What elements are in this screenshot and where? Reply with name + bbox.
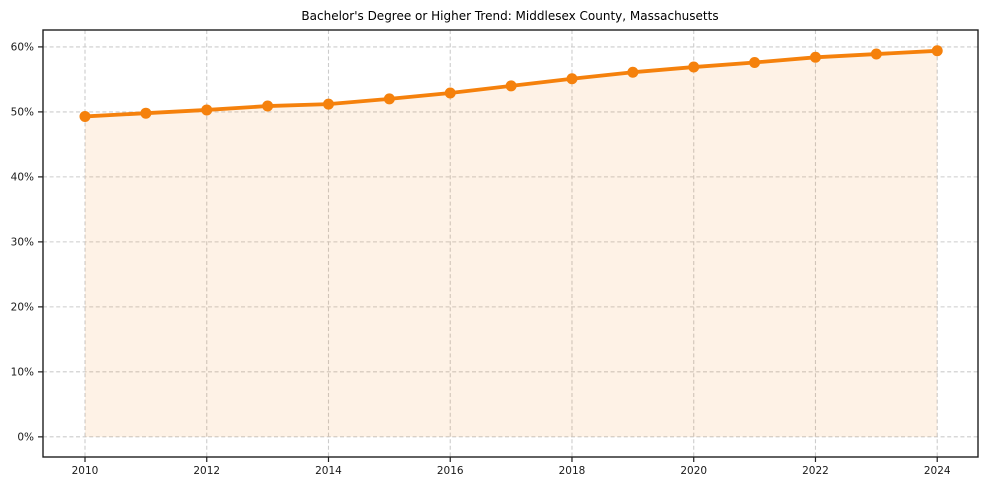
y-tick-label: 50% — [11, 107, 34, 119]
x-tick-label: 2012 — [193, 465, 220, 477]
data-point-2012 — [201, 104, 213, 116]
y-tick-label: 10% — [11, 367, 34, 379]
gridlines — [43, 30, 978, 457]
chart-title: Bachelor's Degree or Higher Trend: Middl… — [301, 9, 718, 23]
data-point-2015 — [383, 93, 395, 105]
data-points-layer — [79, 45, 943, 122]
plot-border — [42, 29, 979, 458]
area-fill-layer — [85, 50, 938, 437]
y-axis: 0% 10% 20% 30% 40% 50% 60% — [11, 42, 43, 444]
x-tick-label: 2022 — [802, 465, 829, 477]
data-point-2022 — [809, 51, 821, 63]
data-point-2016 — [444, 87, 456, 99]
x-tick-label: 2018 — [559, 465, 586, 477]
y-tick-label: 20% — [11, 302, 34, 314]
area-fill — [85, 50, 938, 437]
y-tick-label: 60% — [11, 42, 34, 54]
data-point-2010 — [79, 110, 91, 122]
data-point-2024 — [931, 45, 943, 57]
y-tick-label: 0% — [17, 432, 34, 444]
x-tick-label: 2014 — [315, 465, 342, 477]
data-point-2021 — [749, 56, 761, 68]
data-point-2011 — [140, 107, 152, 119]
x-tick-label: 2024 — [924, 465, 951, 477]
y-tick-label: 30% — [11, 237, 34, 249]
data-point-2013 — [262, 100, 274, 112]
y-tick-label: 40% — [11, 172, 34, 184]
data-point-2023 — [870, 48, 882, 60]
x-axis: 2010 2012 2014 2016 2018 2020 2022 2024 — [72, 457, 951, 477]
x-tick-label: 2020 — [680, 465, 707, 477]
data-point-2020 — [688, 61, 700, 73]
data-point-2017 — [505, 80, 517, 92]
data-point-2019 — [627, 66, 639, 78]
x-tick-label: 2010 — [72, 465, 99, 477]
data-point-2014 — [322, 98, 334, 110]
data-point-2018 — [566, 73, 578, 85]
x-tick-label: 2016 — [437, 465, 464, 477]
